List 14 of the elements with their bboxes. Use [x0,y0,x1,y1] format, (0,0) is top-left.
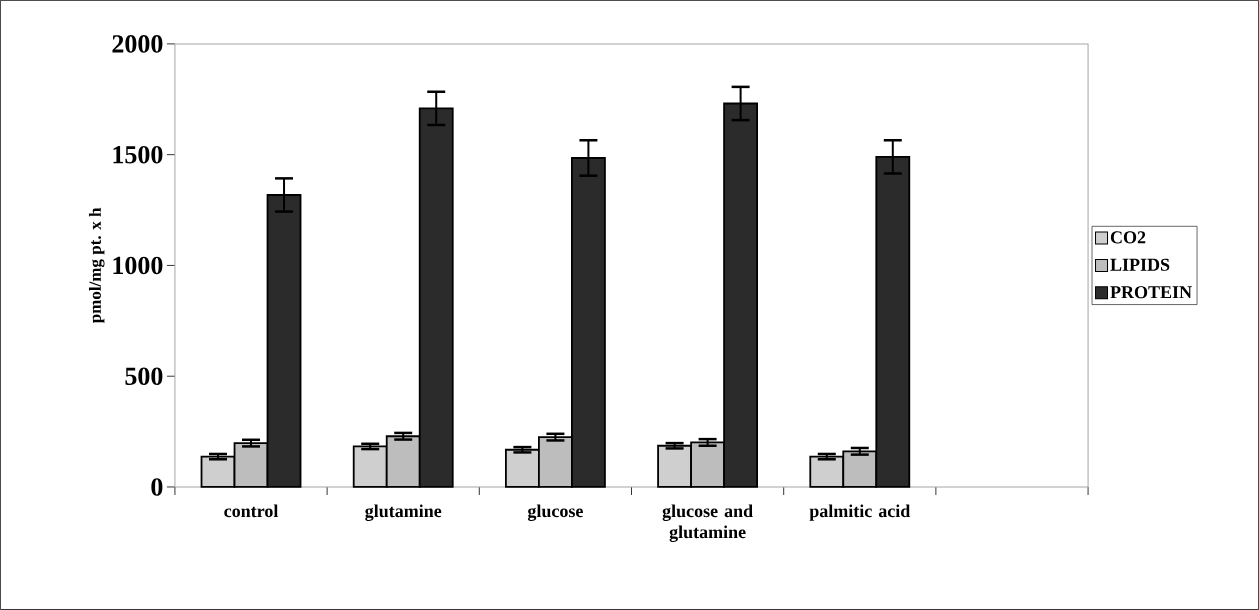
y-tick-label: 1000 [113,256,163,275]
y-tick-label: 2000 [112,35,163,53]
x-tick-label: glucose [527,504,583,522]
legend-label: CO2 [1110,231,1146,244]
x-tick-label: glucose and glutamine [662,504,753,543]
legend-label: PROTEIN [1110,286,1192,299]
x-tick-label: palmitic acid [809,504,911,521]
y-tick-label: 500 [125,367,163,386]
legend-label: LIPIDS [1110,258,1170,271]
x-tick-label: glutamine [365,504,442,522]
y-axis-title: pmol/mg pt. x h [88,207,105,324]
x-tick-label: control [224,504,279,518]
y-tick-label: 0 [151,478,163,496]
y-tick-label: 1500 [113,145,163,164]
